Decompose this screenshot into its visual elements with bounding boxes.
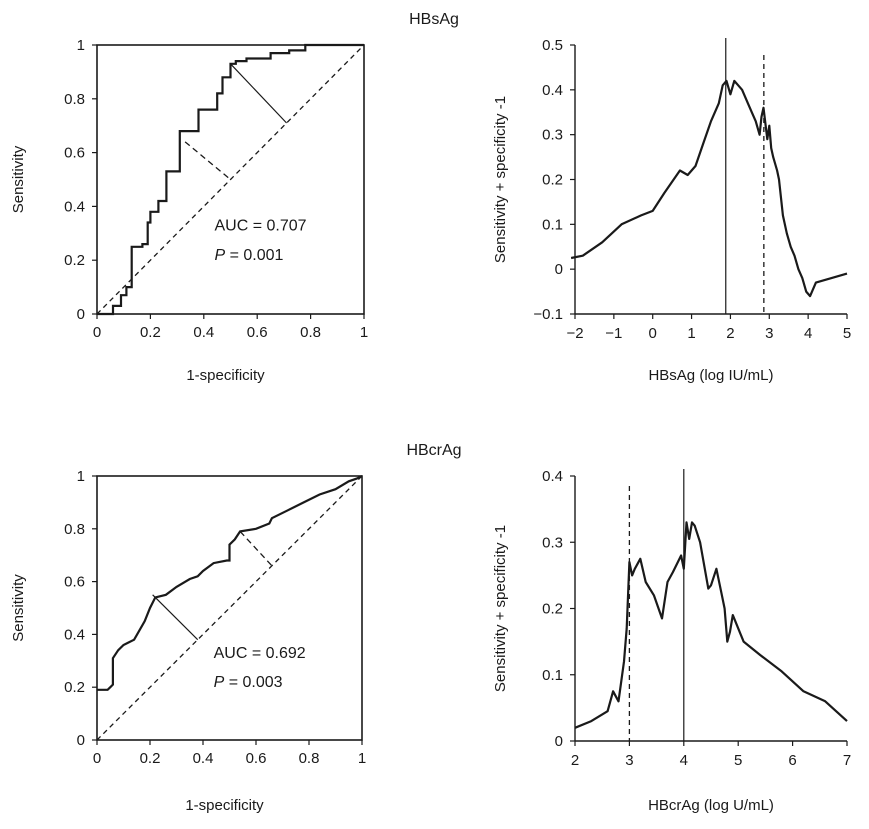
youden-xtick-label: 0: [649, 325, 657, 342]
auc-label-hbsag: AUC = 0.707: [214, 218, 306, 235]
youden-ytick-label: 0.3: [542, 534, 563, 551]
roc-ytick-label: 0: [77, 732, 85, 749]
roc-ytick-label: 0.6: [64, 574, 85, 591]
roc-ylabel-hbcrag: Sensitivity: [10, 574, 27, 642]
p-label-hbcrag: P = 0.003: [214, 674, 283, 691]
roc-ylabel-hbsag: Sensitivity: [10, 145, 27, 213]
roc-xlabel-hbcrag: 1-specificity: [185, 797, 264, 814]
alternate-cutoff-segment: [184, 141, 231, 181]
roc-xlabel-hbsag: 1-specificity: [186, 367, 265, 384]
youden-xlabel-hbsag: HBsAg (log IU/mL): [648, 367, 773, 384]
roc-frame-hbsag: [96, 44, 365, 315]
roc-xtick-label: 0.2: [140, 750, 161, 767]
youden-xtick-label: 3: [765, 325, 773, 342]
roc-reference-line: [96, 44, 365, 315]
roc-chart-hbsag: 0 0.2 0.4 0.6 0.8 1 0 0.2 0.4 0.6 0.8 1 AUC = 0.707…: [10, 37, 368, 384]
p-value-hbcrag: = 0.003: [224, 674, 282, 691]
youden-ytick-label: 0.2: [542, 601, 563, 618]
roc-ytick-label: 0.4: [64, 198, 85, 215]
roc-curve: [97, 43, 364, 316]
optimal-cutoff-segment: [230, 63, 288, 124]
roc-xtick-label: 0.2: [140, 324, 161, 341]
p-label-hbsag: P = 0.001: [214, 247, 283, 264]
roc-curve: [97, 475, 363, 691]
youden-ytick-label: 0.4: [542, 468, 563, 485]
youden-index-curve: [574, 521, 848, 729]
roc-ytick-label: 1: [77, 468, 85, 485]
youden-index-curve: [570, 79, 848, 298]
reference-diagonal-hbcrag: [96, 475, 363, 741]
youden-ytick-label: 0.5: [542, 37, 563, 54]
roc-xtick-label: 0: [93, 750, 101, 767]
youden-xtick-label: 4: [680, 752, 688, 769]
youden-ytick-label: 0.1: [542, 667, 563, 684]
optimal-cutoff-segment: [152, 594, 199, 641]
youden-ytick-label: −0.1: [533, 306, 563, 323]
youden-xtick-label: 4: [804, 325, 812, 342]
p-letter-hbcrag: P: [214, 674, 225, 691]
panel-title-hbcrag: HBcrAg: [406, 442, 461, 459]
roc-ytick-label: 1: [77, 37, 85, 54]
youden-xtick-label: −1: [605, 325, 622, 342]
youden-xtick-label: 1: [687, 325, 695, 342]
roc-reference-line: [96, 475, 363, 741]
p-letter-hbsag: P: [214, 247, 225, 264]
youden-ytick-label: 0.2: [542, 172, 563, 189]
youden-chart-hbsag: −2 −1 0 1 2 3 4 5 −0.1 0 0.1 0.2 0.3 0.4 0.5 HBsAg (lo…: [492, 37, 851, 384]
youden-ytick-label: 0.4: [542, 82, 563, 99]
roc-xtick-label: 0.4: [193, 324, 214, 341]
roc-ytick-label: 0: [77, 306, 85, 323]
roc-xtick-label: 0.8: [299, 750, 320, 767]
youden-xtick-label: 2: [571, 752, 579, 769]
youden-xtick-label: 5: [843, 325, 851, 342]
roc-xtick-label: 0.6: [246, 750, 267, 767]
youden-xtick-label: 6: [788, 752, 796, 769]
roc-ytick-label: 0.8: [64, 521, 85, 538]
roc-ytick-label: 0.2: [64, 679, 85, 696]
youden-xtick-label: 5: [734, 752, 742, 769]
roc-xtick-label: 1: [360, 324, 368, 341]
roc-ytick-label: 0.6: [64, 145, 85, 162]
roc-chart-hbcrag: 0 0.2 0.4 0.6 0.8 1 0 0.2 0.4 0.6 0.8 1 AUC = 0.692…: [10, 468, 366, 814]
youden-xtick-label: 7: [843, 752, 851, 769]
roc-frame-hbcrag: [96, 475, 363, 741]
roc-xtick-label: 0: [93, 324, 101, 341]
youden-chart-hbcrag: 2 3 4 5 6 7 0 0.1 0.2 0.3 0.4 HBcrAg (log U/mL) Se…: [492, 468, 851, 814]
roc-ytick-label: 0.4: [64, 626, 85, 643]
auc-label-hbcrag: AUC = 0.692: [214, 645, 306, 662]
alternate-cutoff-segment: [239, 530, 273, 567]
roc-xtick-label: 1: [358, 750, 366, 767]
youden-ytick-label: 0: [555, 733, 563, 750]
roc-xtick-label: 0.4: [193, 750, 214, 767]
youden-ylabel-hbsag: Sensitivity + specificity -1: [492, 96, 509, 263]
youden-ytick-label: 0.3: [542, 127, 563, 144]
roc-xtick-label: 0.8: [300, 324, 321, 341]
youden-xtick-label: 2: [726, 325, 734, 342]
reference-diagonal-hbsag: [96, 44, 365, 315]
roc-xtick-label: 0.6: [247, 324, 268, 341]
youden-xtick-label: −2: [566, 325, 583, 342]
panel-title-hbsag: HBsAg: [409, 11, 459, 28]
roc-ytick-label: 0.2: [64, 252, 85, 269]
p-value-hbsag: = 0.001: [225, 247, 283, 264]
youden-ytick-label: 0.1: [542, 216, 563, 233]
youden-xlabel-hbcrag: HBcrAg (log U/mL): [648, 797, 774, 814]
youden-ytick-label: 0: [555, 261, 563, 278]
roc-ytick-label: 0.8: [64, 91, 85, 108]
youden-ylabel-hbcrag: Sensitivity + specificity -1: [492, 525, 509, 692]
youden-xtick-label: 3: [625, 752, 633, 769]
